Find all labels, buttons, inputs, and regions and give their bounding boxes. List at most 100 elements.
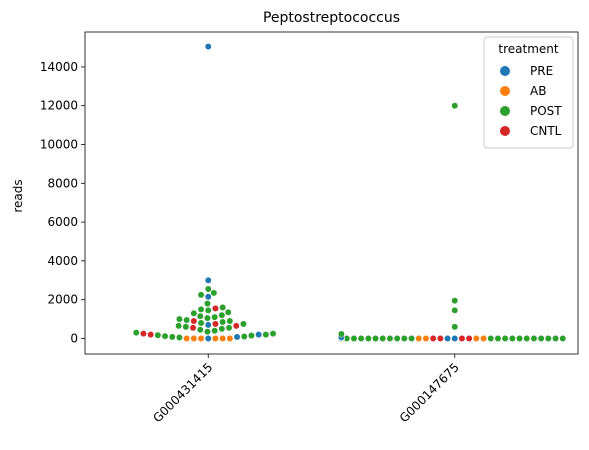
data-point-post xyxy=(204,306,212,314)
y-tick-label: 2000 xyxy=(47,293,78,307)
data-point-ab xyxy=(472,335,480,342)
data-point-post xyxy=(204,300,211,308)
y-tick-label: 14000 xyxy=(40,60,78,74)
data-point-post xyxy=(451,297,459,305)
legend: treatment PRE AB POST CNTL xyxy=(483,36,574,149)
legend-title: treatment xyxy=(498,42,558,56)
data-point-cntl xyxy=(465,335,473,342)
y-axis-label: reads xyxy=(11,179,25,212)
data-point-ab xyxy=(190,335,198,342)
data-point-post xyxy=(190,309,198,317)
data-point-post xyxy=(219,318,227,326)
data-point-pre xyxy=(204,276,212,284)
legend-label-post: POST xyxy=(530,104,562,118)
data-point-ab xyxy=(212,335,219,342)
data-point-post xyxy=(240,320,247,328)
y-tick-label: 0 xyxy=(70,331,78,345)
legend-label-pre: PRE xyxy=(530,64,553,78)
data-point-post xyxy=(132,329,140,337)
data-point-pre xyxy=(204,43,212,50)
y-tick-label: 10000 xyxy=(40,138,78,152)
data-point-post xyxy=(218,325,226,333)
data-point-pre xyxy=(255,331,263,339)
data-point-post xyxy=(183,316,191,324)
data-point-post xyxy=(197,305,205,313)
data-point-cntl xyxy=(429,335,437,342)
data-point-post xyxy=(372,335,379,342)
data-point-post xyxy=(408,335,415,342)
data-point-post xyxy=(451,102,459,110)
y-tick-label: 12000 xyxy=(40,99,78,113)
data-point-ab xyxy=(197,335,205,342)
data-points xyxy=(132,43,567,342)
data-point-cntl xyxy=(147,331,155,339)
data-point-pre xyxy=(451,335,459,342)
data-point-post xyxy=(379,335,387,342)
data-point-post xyxy=(357,335,365,342)
data-point-post xyxy=(337,330,345,338)
data-point-post xyxy=(516,335,523,342)
data-point-post xyxy=(154,331,162,339)
data-point-post xyxy=(204,328,211,336)
data-point-post xyxy=(226,317,234,325)
data-point-ab xyxy=(422,335,430,342)
data-point-cntl xyxy=(190,317,198,325)
data-point-cntl xyxy=(212,304,219,312)
data-point-post xyxy=(269,330,277,338)
data-point-post xyxy=(161,332,169,340)
data-point-post xyxy=(168,333,176,341)
legend-label-ab: AB xyxy=(530,84,546,98)
data-point-post xyxy=(175,322,183,330)
legend-label-cntl: CNTL xyxy=(530,124,562,138)
data-point-post xyxy=(544,335,552,342)
data-point-post xyxy=(224,308,232,316)
data-point-cntl xyxy=(212,320,219,328)
data-point-pre xyxy=(204,293,212,301)
data-point-ab xyxy=(415,335,423,342)
data-point-post xyxy=(364,335,372,342)
data-point-pre xyxy=(233,333,241,341)
data-point-post xyxy=(196,312,204,320)
y-tick-label: 6000 xyxy=(47,215,78,229)
legend-marker-ab xyxy=(500,86,510,96)
data-point-post xyxy=(197,319,205,327)
data-point-cntl xyxy=(436,335,444,342)
data-point-post xyxy=(350,335,358,342)
data-point-post xyxy=(197,291,205,299)
data-point-cntl xyxy=(458,335,466,342)
data-point-post xyxy=(176,315,183,323)
data-point-post xyxy=(240,333,248,340)
data-point-post xyxy=(494,335,502,342)
legend-marker-cntl xyxy=(500,126,510,136)
data-point-post xyxy=(530,335,538,342)
data-point-post xyxy=(196,326,204,334)
data-point-post xyxy=(501,335,509,342)
chart-title: Peptostreptococcus xyxy=(263,10,400,26)
data-point-post xyxy=(451,306,459,314)
data-point-cntl xyxy=(232,322,240,330)
data-point-post xyxy=(508,335,516,342)
data-point-ab xyxy=(183,335,191,342)
data-point-cntl xyxy=(140,330,147,338)
data-point-post xyxy=(451,323,459,331)
data-point-post xyxy=(393,335,401,342)
data-point-cntl xyxy=(189,324,197,332)
data-point-post xyxy=(210,289,218,297)
data-point-post xyxy=(204,285,212,293)
data-point-post xyxy=(386,335,394,342)
y-axis: 0 2000 4000 6000 8000 10000 12000 14000 xyxy=(40,60,85,345)
legend-marker-pre xyxy=(500,66,510,76)
data-point-post xyxy=(487,335,495,342)
y-tick-label: 4000 xyxy=(47,254,78,268)
data-point-ab xyxy=(219,335,227,342)
data-point-post xyxy=(182,323,190,331)
data-point-ab xyxy=(480,335,487,342)
data-point-post xyxy=(176,334,183,341)
legend-box xyxy=(483,36,574,149)
data-point-post xyxy=(559,335,567,342)
legend-marker-post xyxy=(500,106,510,116)
data-point-post xyxy=(523,335,531,342)
data-point-pre xyxy=(204,335,212,342)
data-point-post xyxy=(211,313,219,321)
